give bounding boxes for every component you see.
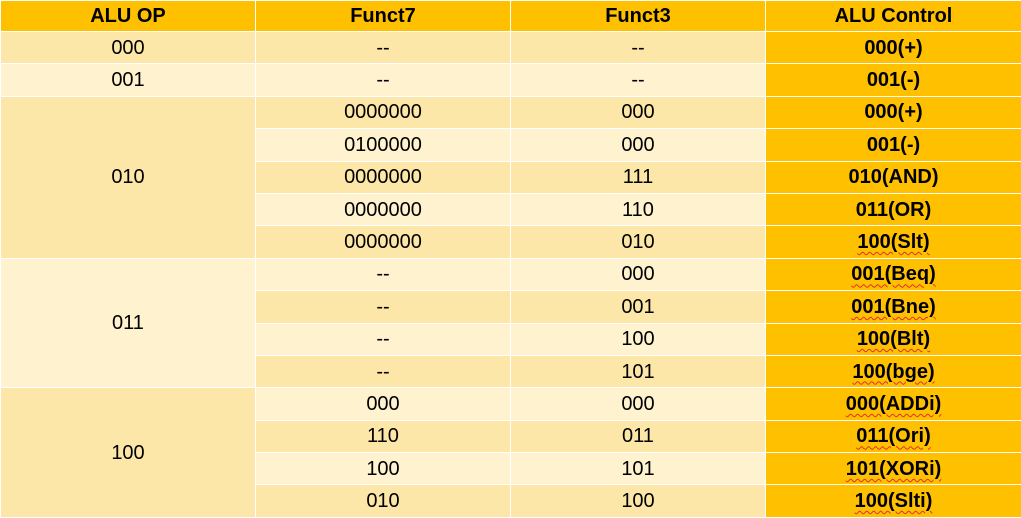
alu-control-value: 100(Slt) — [857, 231, 929, 253]
alu-control-value: 100(Slti) — [855, 490, 933, 512]
funct7-cell: 010 — [256, 485, 511, 517]
alu-control-value: 000(ADDi) — [846, 393, 942, 415]
alu-control-value: 000(+) — [864, 101, 922, 123]
table-row: 001----001(-) — [1, 64, 1021, 96]
alu-control-cell: 001(Beq) — [766, 258, 1021, 290]
alu-control-value: 001(Beq) — [851, 263, 935, 285]
funct7-cell: 0000000 — [256, 161, 511, 193]
alu-control-value: 100(Blt) — [857, 328, 930, 350]
funct7-cell: 0100000 — [256, 129, 511, 161]
header-funct3: Funct3 — [511, 1, 766, 32]
funct7-cell: 110 — [256, 420, 511, 452]
table-row: 000----000(+) — [1, 32, 1021, 64]
alu-control-cell: 010(AND) — [766, 161, 1021, 193]
funct7-cell: 100 — [256, 453, 511, 485]
alu-control-cell: 100(bge) — [766, 355, 1021, 387]
funct3-cell: 110 — [511, 193, 766, 225]
funct3-cell: -- — [511, 32, 766, 64]
header-funct7: Funct7 — [256, 1, 511, 32]
funct3-cell: 111 — [511, 161, 766, 193]
alu-control-value: 100(bge) — [852, 361, 934, 383]
funct3-cell: 001 — [511, 291, 766, 323]
header-alu-control: ALU Control — [766, 1, 1021, 32]
alu-op-cell: 011 — [1, 258, 256, 388]
alu-control-cell: 001(Bne) — [766, 291, 1021, 323]
alu-control-value: 000(+) — [864, 37, 922, 59]
alu-control-cell: 000(ADDi) — [766, 388, 1021, 420]
funct3-cell: 100 — [511, 485, 766, 517]
table-header: ALU OP Funct7 Funct3 ALU Control — [1, 1, 1021, 32]
alu-control-cell: 000(+) — [766, 32, 1021, 64]
header-row: ALU OP Funct7 Funct3 ALU Control — [1, 1, 1021, 32]
funct7-cell: -- — [256, 32, 511, 64]
funct7-cell: -- — [256, 291, 511, 323]
alu-control-cell: 001(-) — [766, 129, 1021, 161]
funct7-cell: 0000000 — [256, 96, 511, 128]
funct7-cell: -- — [256, 258, 511, 290]
alu-op-cell: 001 — [1, 64, 256, 96]
alu-control-value: 001(Bne) — [851, 296, 935, 318]
alu-control-cell: 100(Slti) — [766, 485, 1021, 517]
alu-control-cell: 001(-) — [766, 64, 1021, 96]
alu-control-cell: 101(XORi) — [766, 453, 1021, 485]
funct3-cell: 101 — [511, 355, 766, 387]
funct7-cell: -- — [256, 355, 511, 387]
alu-op-cell: 100 — [1, 388, 256, 518]
alu-control-cell: 011(OR) — [766, 193, 1021, 225]
funct3-cell: 000 — [511, 388, 766, 420]
funct3-cell: 011 — [511, 420, 766, 452]
alu-op-cell: 000 — [1, 32, 256, 64]
header-alu-op: ALU OP — [1, 1, 256, 32]
funct3-cell: 000 — [511, 129, 766, 161]
alu-control-value: 001(-) — [867, 134, 920, 156]
funct3-cell: 010 — [511, 226, 766, 258]
alu-control-cell: 000(+) — [766, 96, 1021, 128]
alu-control-cell: 100(Slt) — [766, 226, 1021, 258]
alu-control-value: 011(OR) — [856, 199, 932, 221]
alu-control-value: 010(AND) — [848, 166, 938, 188]
funct3-cell: 100 — [511, 323, 766, 355]
funct7-cell: -- — [256, 323, 511, 355]
funct7-cell: 0000000 — [256, 226, 511, 258]
funct3-cell: 000 — [511, 258, 766, 290]
alu-op-cell: 010 — [1, 96, 256, 258]
alu-control-value: 011(Ori) — [856, 425, 930, 447]
alu-control-cell: 011(Ori) — [766, 420, 1021, 452]
alu-control-cell: 100(Blt) — [766, 323, 1021, 355]
funct7-cell: 000 — [256, 388, 511, 420]
funct3-cell: -- — [511, 64, 766, 96]
funct7-cell: 0000000 — [256, 193, 511, 225]
funct7-cell: -- — [256, 64, 511, 96]
alu-control-value: 001(-) — [867, 69, 920, 91]
alu-control-value: 101(XORi) — [846, 458, 942, 480]
funct3-cell: 101 — [511, 453, 766, 485]
funct3-cell: 000 — [511, 96, 766, 128]
